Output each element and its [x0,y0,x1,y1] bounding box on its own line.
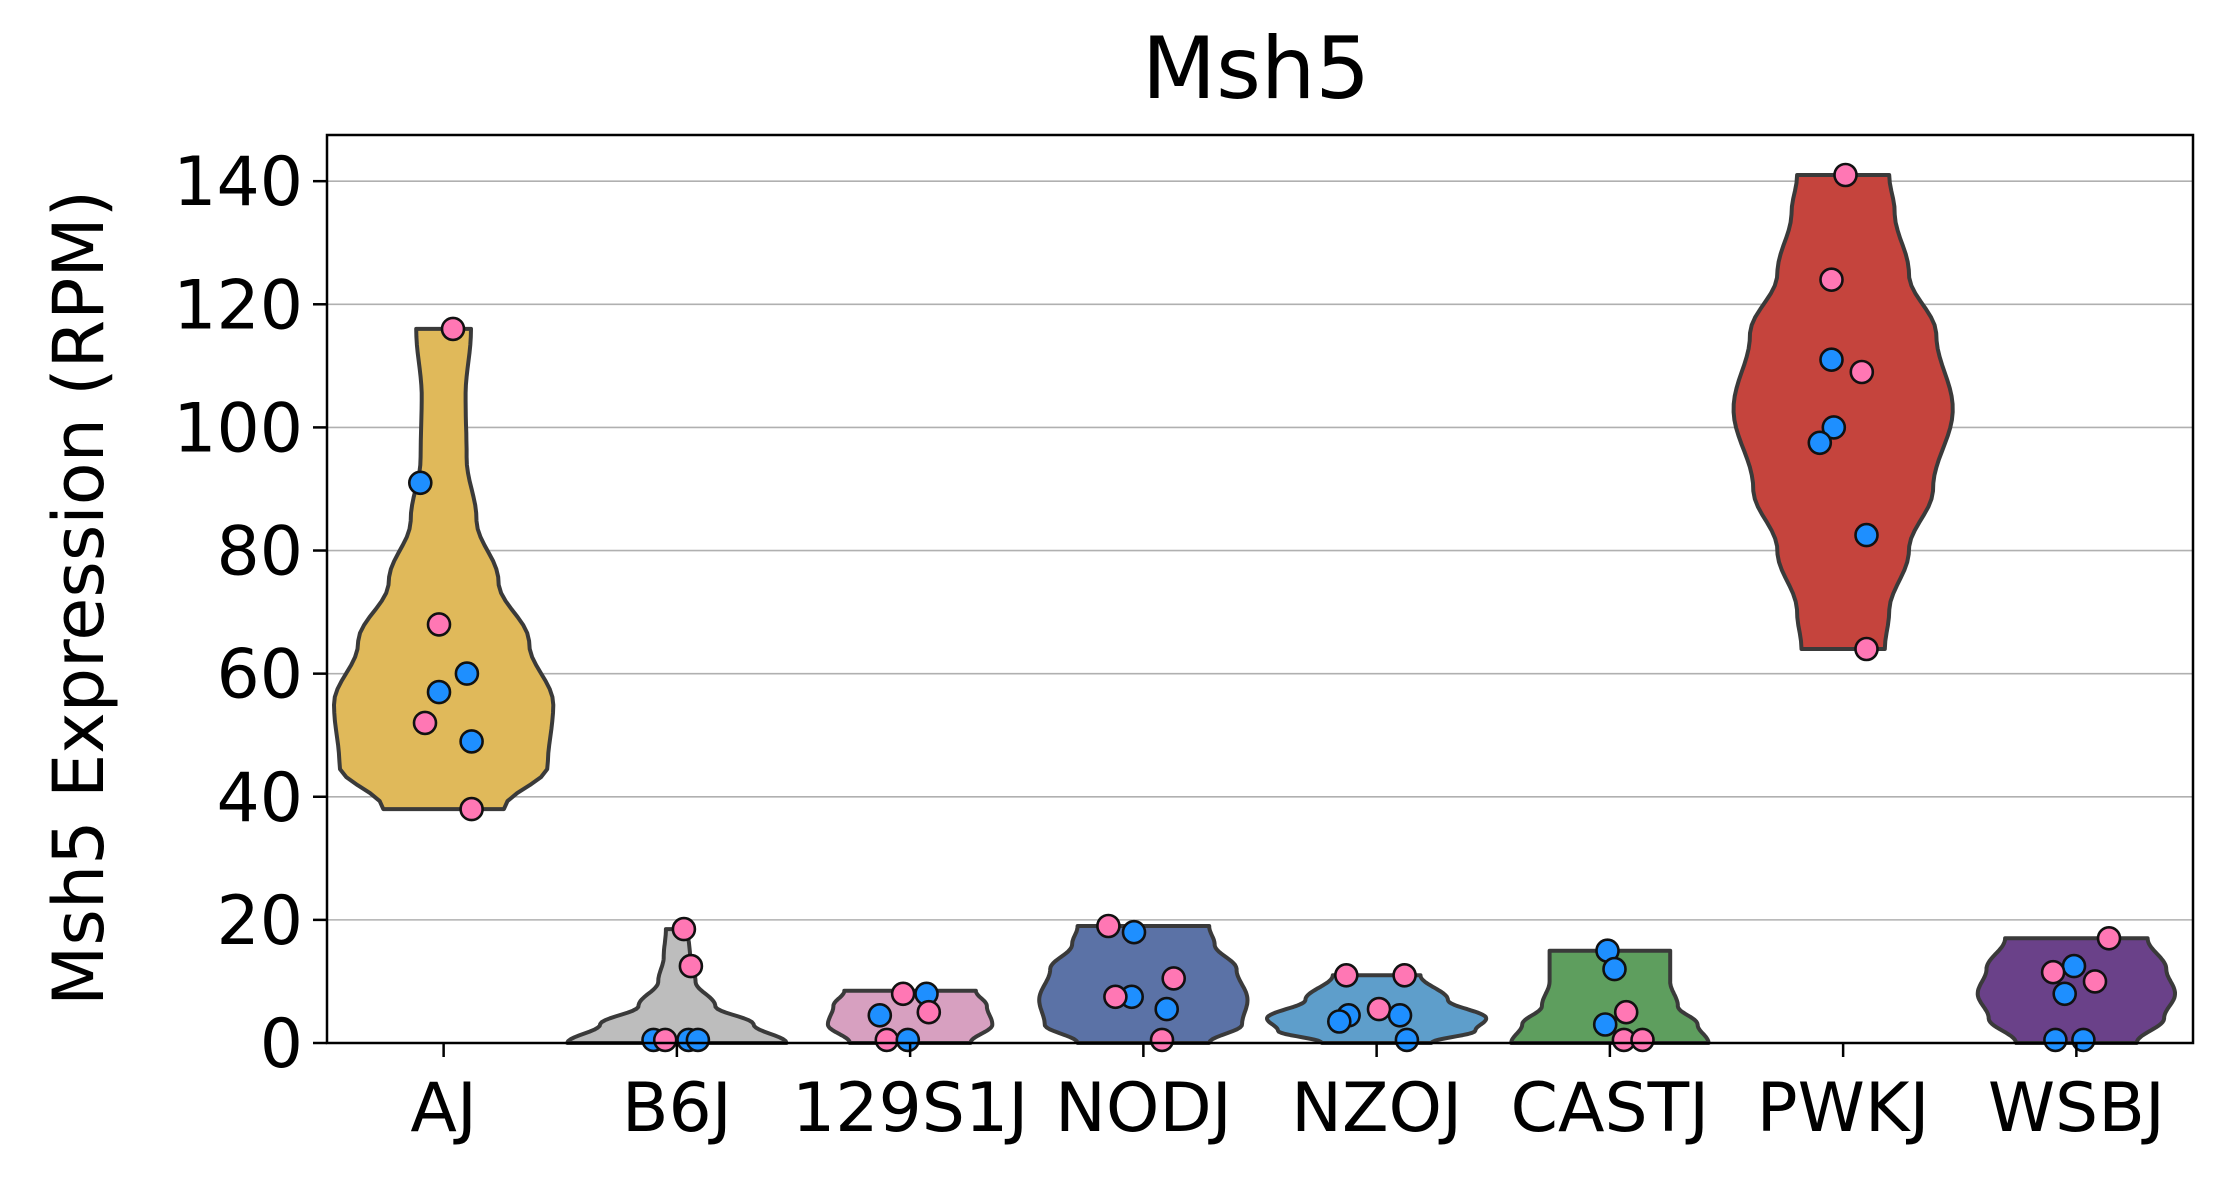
data-point [407,470,433,496]
data-points [407,162,2122,1053]
data-point [1807,430,1833,456]
data-point [1334,962,1359,988]
data-point [1096,913,1121,939]
y-tick-label: 60 [216,636,303,715]
data-point [1821,415,1847,440]
y-tick-label: 0 [260,1005,303,1084]
data-point [685,1027,711,1053]
data-point [426,679,452,705]
violin-129S1J [825,988,995,1045]
data-point [1819,347,1844,373]
data-point [2071,1027,2096,1053]
data-point [1161,966,1186,991]
y-axis-ticks: 0 20 40 60 80 100 120 140 [173,143,327,1084]
data-point [1149,1027,1175,1053]
y-tick-label: 80 [216,513,303,592]
data-point [1602,956,1627,982]
data-point [1387,1002,1413,1028]
x-tick-label: WSBJ [1988,1069,2165,1148]
data-point [1849,359,1875,385]
y-axis-label: Msh5 Expression (RPM) [38,190,120,1006]
violin-PWKJ [1731,173,1955,651]
violin-AJ [332,326,556,812]
data-point [1154,996,1179,1022]
data-point [1630,1027,1655,1053]
y-tick-label: 100 [173,389,303,468]
data-point [1103,984,1128,1010]
x-tick-label: NODJ [1055,1069,1232,1148]
violin-CASTJ [1509,948,1711,1045]
data-point [895,1027,921,1053]
data-point [867,1002,893,1028]
data-point [1854,522,1879,548]
data-point [890,981,916,1007]
y-tick-label: 140 [173,143,303,222]
y-tick-label: 40 [216,759,303,838]
data-point [1366,996,1392,1022]
data-point [671,916,697,942]
violins [332,173,2177,1045]
data-point [1613,999,1639,1025]
data-point [1592,1012,1618,1037]
data-point [2040,959,2066,985]
data-point [2061,953,2087,979]
data-point [652,1027,678,1053]
x-tick-label: 129S1J [792,1069,1028,1148]
violin-NODJ [1037,924,1250,1045]
x-tick-label: CASTJ [1510,1069,1709,1148]
y-tick-label: 120 [173,266,303,345]
violin-B6J [565,927,789,1045]
x-tick-label: PWKJ [1757,1069,1930,1148]
data-point [1394,1027,1420,1053]
data-point [678,953,704,979]
grid-lines [327,180,2193,921]
data-point [1854,636,1879,662]
data-point [2052,981,2077,1007]
x-tick-label: NZOJ [1291,1069,1462,1148]
data-point [2043,1027,2068,1053]
x-axis-ticks: AJ B6J 129S1J NODJ NZOJ CASTJ PWKJ WSBJ [410,1043,2165,1148]
x-tick-label: B6J [622,1069,732,1148]
data-point [426,612,452,637]
data-point [2096,925,2122,951]
data-point [874,1027,900,1053]
x-tick-label: AJ [410,1069,477,1148]
chart-title: Msh5 [1142,19,1370,119]
data-point [1392,962,1417,988]
data-point [459,796,484,822]
y-tick-label: 20 [216,882,303,961]
data-point [2082,969,2108,994]
plot-frame [325,133,2195,1045]
data-point [916,999,942,1025]
data-point [1819,267,1844,293]
data-point [454,661,480,686]
data-point [440,316,466,342]
data-point [412,710,438,736]
data-point [1121,919,1147,945]
data-point [1327,1009,1352,1034]
data-point [459,729,484,754]
data-point [1833,162,1858,188]
